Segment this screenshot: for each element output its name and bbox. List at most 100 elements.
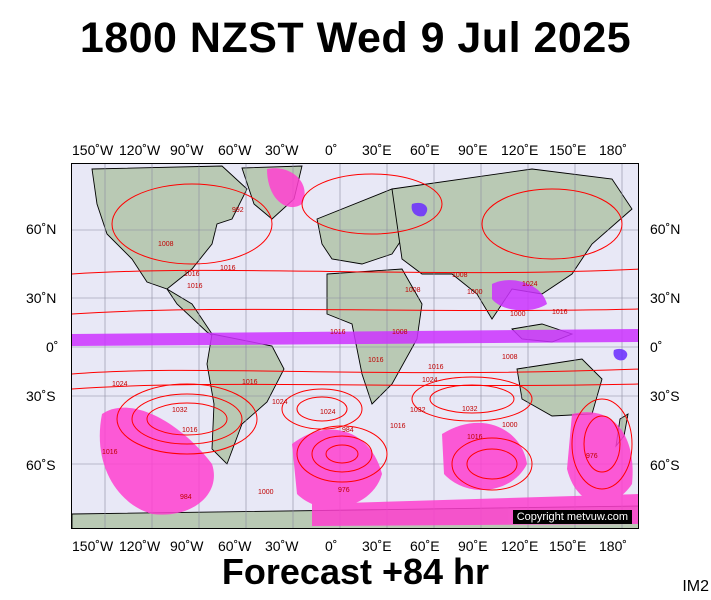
lat-label: 30˚N <box>650 290 681 306</box>
lon-label: 60˚E <box>410 142 440 158</box>
precip-area <box>567 412 633 504</box>
isobar <box>72 308 638 315</box>
map-title: 1800 NZST Wed 9 Jul 2025 <box>79 14 632 62</box>
isobar <box>296 425 388 483</box>
precip-area <box>292 429 382 508</box>
isobar <box>311 435 373 473</box>
isobar <box>131 393 243 445</box>
lat-label: 30˚N <box>26 290 57 306</box>
lat-label: 60˚N <box>26 221 57 237</box>
lat-label: 0˚ <box>46 339 59 355</box>
lon-label: 30˚W <box>265 538 299 554</box>
lon-label: 60˚W <box>218 142 252 158</box>
pressure-label: 1008 <box>392 329 408 336</box>
lon-label: 0˚ <box>325 142 338 158</box>
lon-label: 180˚ <box>599 142 628 158</box>
isobar <box>481 188 623 260</box>
pressure-label: 1008 <box>452 272 468 279</box>
pressure-label: 1032 <box>462 406 478 413</box>
pressure-label: 1016 <box>187 283 203 290</box>
lat-label: 0˚ <box>650 339 663 355</box>
isobar <box>116 383 258 455</box>
lon-label: 60˚E <box>410 538 440 554</box>
lat-label: 30˚S <box>650 388 680 404</box>
isobar <box>583 415 621 473</box>
pressure-label: 976 <box>586 453 598 460</box>
pressure-label: 1000 <box>467 289 483 296</box>
pressure-label: 1016 <box>467 434 483 441</box>
isobars <box>72 173 638 491</box>
isobar <box>466 448 518 480</box>
pressure-label: 1008 <box>405 287 421 294</box>
pressure-label: 1024 <box>522 281 538 288</box>
copyright-badge: Copyright metvuw.com <box>512 510 632 524</box>
lat-label: 60˚S <box>26 457 56 473</box>
pressure-label: 1032 <box>172 407 188 414</box>
pressure-label: 1024 <box>320 409 336 416</box>
pressure-label: 984 <box>180 494 192 501</box>
isobar <box>146 402 228 436</box>
isobar <box>72 383 638 390</box>
lon-label: 90˚E <box>458 538 488 554</box>
pressure-label: 1016 <box>368 357 384 364</box>
pressure-label: 1024 <box>422 377 438 384</box>
isobar <box>325 444 359 464</box>
forecast-label: Forecast +84 hr <box>221 551 490 592</box>
pressure-label: 1016 <box>220 265 236 272</box>
lon-label: 120˚E <box>501 142 539 158</box>
pressure-label: 992 <box>232 207 244 214</box>
lon-label: 120˚E <box>501 538 539 554</box>
pressure-label: 1032 <box>410 407 426 414</box>
lon-label: 90˚W <box>170 142 204 158</box>
lon-label: 90˚W <box>170 538 204 554</box>
pressure-label: 1008 <box>502 354 518 361</box>
isobar <box>451 437 533 491</box>
lon-label: 120˚W <box>119 142 161 158</box>
pressure-label: 1008 <box>158 241 174 248</box>
lon-label: 150˚E <box>549 538 587 554</box>
isobar <box>72 368 638 375</box>
isobar <box>411 376 533 422</box>
pressure-label: 1016 <box>242 379 258 386</box>
lat-label: 60˚S <box>650 457 680 473</box>
isobar <box>296 396 348 422</box>
pressure-label: 1016 <box>102 449 118 456</box>
lon-label: 30˚E <box>362 142 392 158</box>
lon-label: 30˚E <box>362 538 392 554</box>
lon-label: 150˚W <box>72 142 114 158</box>
isobar <box>301 173 443 235</box>
pressure-label: 1000 <box>502 422 518 429</box>
isobar-labels: 1016 1016 1008 1016 1016 1024 1032 1016 … <box>102 207 598 501</box>
north-america <box>91 165 248 290</box>
pressure-label: 1024 <box>272 399 288 406</box>
lat-label: 60˚N <box>650 221 681 237</box>
precip-area <box>267 168 305 208</box>
pressure-label: 976 <box>338 487 350 494</box>
lon-label: 0˚ <box>325 538 338 554</box>
pressure-label: 1016 <box>390 423 406 430</box>
lat-label: 30˚S <box>26 388 56 404</box>
lon-label: 180˚ <box>599 538 628 554</box>
image-code: IM2 <box>682 578 709 595</box>
pressure-label: 1016 <box>428 364 444 371</box>
pressure-label: 1024 <box>112 381 128 388</box>
pressure-label: 1000 <box>510 311 526 318</box>
lon-label: 150˚E <box>549 142 587 158</box>
pressure-label: 1016 <box>184 271 200 278</box>
precip-area <box>72 329 638 346</box>
precip-area <box>613 348 628 361</box>
precip-area <box>411 202 428 217</box>
weather-map: 1016 1016 1008 1016 1016 1024 1032 1016 … <box>71 163 639 529</box>
pressure-label: 1000 <box>258 489 274 496</box>
lon-label: 120˚W <box>119 538 161 554</box>
precip-area <box>492 280 547 311</box>
pressure-label: 1016 <box>330 329 346 336</box>
lon-label: 150˚W <box>72 538 114 554</box>
pressure-label: 984 <box>342 427 354 434</box>
isobar <box>111 183 273 265</box>
isobar <box>571 398 633 490</box>
precip-area <box>99 407 214 515</box>
pressure-label: 1016 <box>552 309 568 316</box>
lon-label: 30˚W <box>265 142 299 158</box>
lon-label: 90˚E <box>458 142 488 158</box>
